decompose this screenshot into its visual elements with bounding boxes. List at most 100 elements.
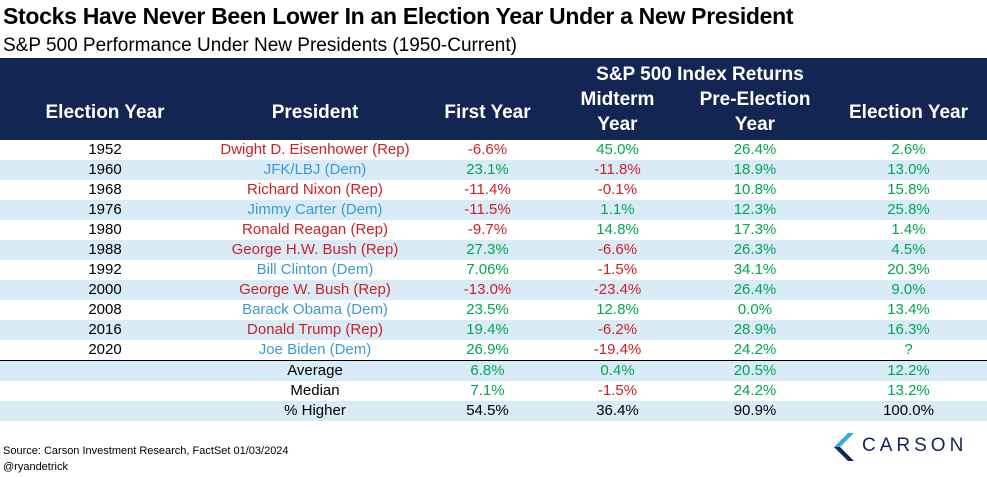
- president-cell: Dwight D. Eisenhower (Rep): [220, 141, 410, 158]
- first-return-cell: -13.0%: [420, 280, 555, 300]
- election-return-cell: 1.4%: [891, 221, 926, 238]
- summary-election-cell: 13.2%: [887, 382, 930, 399]
- election-return-cell: ?: [904, 341, 913, 358]
- author-handle: @ryandetrick: [3, 461, 68, 473]
- first-return-cell: -11.5%: [420, 200, 555, 220]
- midterm-return-cell: -0.1%: [597, 181, 638, 198]
- midterm-return-cell: -1.5%: [597, 261, 638, 278]
- carson-logo-text: CARSON: [862, 435, 968, 456]
- election-return-cell: 16.3%: [830, 320, 987, 340]
- carson-logo-icon: [834, 433, 854, 461]
- table-row: 1952 Dwight D. Eisenhower (Rep) -6.6% 45.0%…: [0, 140, 987, 160]
- election-return-cell: 25.8%: [830, 200, 987, 220]
- table-row: 2008 Barack Obama (Dem) 23.5% 12.8% 0.0% 13.4…: [0, 300, 987, 320]
- president-cell: Bill Clinton (Dem): [256, 261, 374, 278]
- table-row: 2016 Donald Trump (Rep) 19.4% -6.2% 28.9% 16.…: [0, 320, 987, 340]
- summary-midterm-cell: 0.4%: [555, 360, 680, 381]
- carson-logo: CARSON: [828, 433, 968, 461]
- header-preelection-line2: Year: [734, 114, 776, 135]
- midterm-return-cell: 14.8%: [596, 221, 639, 238]
- year-cell: 2016: [0, 320, 210, 340]
- first-return-cell: 7.06%: [466, 261, 509, 278]
- first-return-cell: 27.3%: [420, 240, 555, 260]
- year-cell: 1992: [88, 261, 122, 278]
- summary-pre-cell: 24.2%: [733, 382, 777, 399]
- header-midterm-line2: Year: [597, 114, 638, 135]
- year-cell: 1968: [88, 181, 122, 198]
- page-subtitle: S&P 500 Performance Under New Presidents…: [3, 35, 517, 56]
- president-cell: Richard Nixon (Rep): [247, 181, 383, 198]
- summary-label: Median: [290, 382, 340, 399]
- president-cell: Jimmy Carter (Dem): [210, 200, 420, 220]
- election-return-cell: 13.4%: [887, 301, 930, 318]
- summary-spacer: [0, 381, 210, 401]
- year-cell: 2020: [88, 341, 122, 358]
- first-return-cell: 23.1%: [420, 160, 555, 180]
- first-return-cell: 26.9%: [466, 341, 509, 358]
- header-first-year: First Year: [444, 102, 531, 123]
- first-return-cell: -11.4%: [464, 181, 511, 198]
- summary-row: Median 7.1% -1.5% 24.2% 13.2%: [0, 381, 987, 401]
- summary-row: % Higher 54.5% 36.4% 90.9% 100.0%: [0, 401, 987, 421]
- first-return-cell: 19.4%: [420, 320, 555, 340]
- summary-label: Average: [210, 360, 420, 381]
- header-election-year: Election Year: [45, 102, 165, 123]
- pre-return-cell: 24.2%: [733, 341, 777, 358]
- summary-first-cell: 7.1%: [470, 382, 505, 399]
- source-note: Source: Carson Investment Research, Fact…: [3, 445, 289, 457]
- summary-pre-cell: 20.5%: [680, 360, 830, 381]
- pre-return-cell: 34.1%: [733, 261, 777, 278]
- header-midterm-line1: Midterm: [580, 89, 655, 110]
- midterm-return-cell: -6.6%: [555, 240, 680, 260]
- first-return-cell: 23.5%: [466, 301, 509, 318]
- year-cell: 1960: [0, 160, 210, 180]
- pre-return-cell: 28.9%: [680, 320, 830, 340]
- summary-election-cell: 12.2%: [830, 360, 987, 381]
- header-preelection-line1: Pre-Election: [699, 89, 811, 110]
- table-row: 1976 Jimmy Carter (Dem) -11.5% 1.1% 12.3% 25.…: [0, 200, 987, 220]
- header-president: President: [271, 102, 359, 123]
- president-cell: George H.W. Bush (Rep): [210, 240, 420, 260]
- election-return-cell: 2.6%: [891, 141, 926, 158]
- summary-midterm-cell: 36.4%: [555, 401, 680, 421]
- president-cell: JFK/LBJ (Dem): [210, 160, 420, 180]
- summary-spacer: [0, 360, 210, 381]
- year-cell: 1952: [88, 141, 122, 158]
- summary-pre-cell: 90.9%: [680, 401, 830, 421]
- president-cell: Donald Trump (Rep): [210, 320, 420, 340]
- table-row: 1988 George H.W. Bush (Rep) 27.3% -6.6% 26.3…: [0, 240, 987, 260]
- year-cell: 1976: [0, 200, 210, 220]
- midterm-return-cell: -19.4%: [593, 341, 642, 358]
- midterm-return-cell: -11.8%: [555, 160, 680, 180]
- summary-first-cell: 6.8%: [420, 360, 555, 381]
- pre-return-cell: 10.8%: [733, 181, 777, 198]
- summary-spacer: [0, 401, 210, 421]
- election-return-cell: 15.8%: [887, 181, 930, 198]
- summary-first-cell: 54.5%: [420, 401, 555, 421]
- election-return-cell: 9.0%: [830, 280, 987, 300]
- first-return-cell: -9.7%: [467, 221, 508, 238]
- year-cell: 2008: [88, 301, 122, 318]
- pre-return-cell: 18.9%: [680, 160, 830, 180]
- year-cell: 1988: [0, 240, 210, 260]
- election-return-cell: 13.0%: [830, 160, 987, 180]
- summary-election-cell: 100.0%: [830, 401, 987, 421]
- pre-return-cell: 26.3%: [680, 240, 830, 260]
- pre-return-cell: 0.0%: [737, 301, 773, 318]
- pre-return-cell: 26.4%: [680, 280, 830, 300]
- summary-row: Average 6.8% 0.4% 20.5% 12.2%: [0, 360, 987, 381]
- year-cell: 1980: [88, 221, 122, 238]
- summary-label: % Higher: [210, 401, 420, 421]
- president-cell: Joe Biden (Dem): [258, 341, 372, 358]
- midterm-return-cell: 1.1%: [555, 200, 680, 220]
- election-return-cell: 4.5%: [830, 240, 987, 260]
- president-cell: Ronald Reagan (Rep): [242, 221, 388, 238]
- table-row: 2000 George W. Bush (Rep) -13.0% -23.4% 26.4…: [0, 280, 987, 300]
- table-row: 1960 JFK/LBJ (Dem) 23.1% -11.8% 18.9% 13.0%: [0, 160, 987, 180]
- election-return-cell: 20.3%: [887, 261, 930, 278]
- midterm-return-cell: -23.4%: [555, 280, 680, 300]
- president-cell: Barack Obama (Dem): [242, 301, 388, 318]
- midterm-return-cell: 12.8%: [596, 301, 639, 318]
- year-cell: 2000: [0, 280, 210, 300]
- returns-table: 1952 Dwight D. Eisenhower (Rep) -6.6% 45.0%…: [0, 140, 987, 421]
